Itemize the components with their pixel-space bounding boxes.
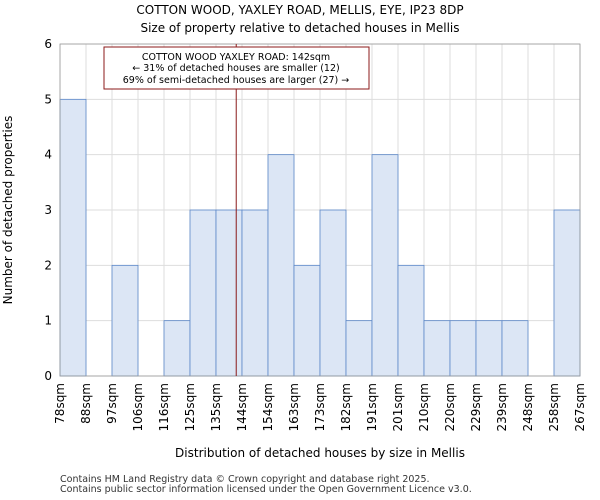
bar	[371, 154, 399, 377]
x-tick-label: 229sqm	[469, 383, 483, 431]
x-axis-ticks: 78sqm 88sqm 97sqm 106sqm 116sqm 125sqm 135sqm 1…	[53, 383, 587, 431]
x-tick-label: 267sqm	[573, 383, 587, 431]
y-tick-label: 3	[44, 203, 52, 217]
annotation-box: COTTON WOOD YAXLEY ROAD: 142sqm ← 31% of…	[103, 46, 370, 90]
x-tick-label: 97sqm	[105, 383, 119, 424]
x-tick-label: 106sqm	[131, 383, 145, 431]
annotation-frame	[103, 46, 370, 90]
x-tick-label: 173sqm	[313, 383, 327, 431]
bar	[345, 320, 373, 377]
bar	[319, 209, 347, 377]
annotation-line-2: ← 31% of detached houses are smaller (12…	[132, 63, 339, 74]
x-tick-label: 182sqm	[339, 383, 353, 431]
x-tick-label: 201sqm	[391, 383, 405, 431]
bars	[59, 98, 581, 377]
x-tick-label: 191sqm	[365, 383, 379, 431]
bar	[553, 209, 581, 377]
x-tick-label: 239sqm	[495, 383, 509, 431]
y-tick-label: 6	[44, 37, 52, 51]
bar	[423, 320, 451, 377]
chart-subtitle: Size of property relative to detached ho…	[140, 21, 459, 35]
x-axis-label: Distribution of detached houses by size …	[175, 446, 465, 460]
y-axis-ticks: 0 1 2 3 4 5 6	[44, 37, 52, 383]
y-tick-label: 5	[44, 92, 52, 106]
bar	[111, 264, 139, 377]
annotation-line-3: 69% of semi-detached houses are larger (…	[123, 75, 350, 86]
bar	[59, 98, 87, 377]
bar	[189, 209, 217, 377]
x-tick-label: 78sqm	[53, 383, 67, 424]
y-axis-label: Number of detached properties	[1, 116, 15, 305]
x-tick-label: 248sqm	[521, 383, 535, 431]
bar	[501, 320, 529, 377]
x-tick-label: 144sqm	[235, 383, 249, 431]
y-tick-label: 0	[44, 369, 52, 383]
y-tick-label: 4	[44, 148, 52, 162]
x-tick-label: 154sqm	[261, 383, 275, 431]
bar	[267, 154, 295, 377]
bar	[397, 264, 425, 377]
histogram-chart: COTTON WOOD, YAXLEY ROAD, MELLIS, EYE, I…	[1, 3, 587, 460]
x-tick-label: 210sqm	[417, 383, 431, 431]
bar	[163, 320, 191, 377]
x-tick-label: 125sqm	[183, 383, 197, 431]
plot-frame	[59, 43, 581, 377]
bar	[293, 264, 321, 377]
x-tick-label: 135sqm	[209, 383, 223, 431]
bar	[241, 209, 269, 377]
bar	[449, 320, 477, 377]
footer-licence: Contains public sector information licen…	[60, 484, 472, 495]
x-tick-label: 163sqm	[287, 383, 301, 431]
x-tick-label: 220sqm	[443, 383, 457, 431]
bar	[215, 209, 243, 377]
chart-title: COTTON WOOD, YAXLEY ROAD, MELLIS, EYE, I…	[136, 3, 463, 17]
y-tick-label: 1	[44, 314, 52, 328]
x-tick-label: 258sqm	[547, 383, 561, 431]
x-tick-label: 88sqm	[79, 383, 93, 424]
footer-copyright: Contains HM Land Registry data © Crown c…	[60, 474, 430, 485]
annotation-line-1: COTTON WOOD YAXLEY ROAD: 142sqm	[142, 52, 330, 63]
x-tick-label: 116sqm	[157, 383, 171, 431]
y-tick-label: 2	[44, 258, 52, 272]
bar	[475, 320, 503, 377]
